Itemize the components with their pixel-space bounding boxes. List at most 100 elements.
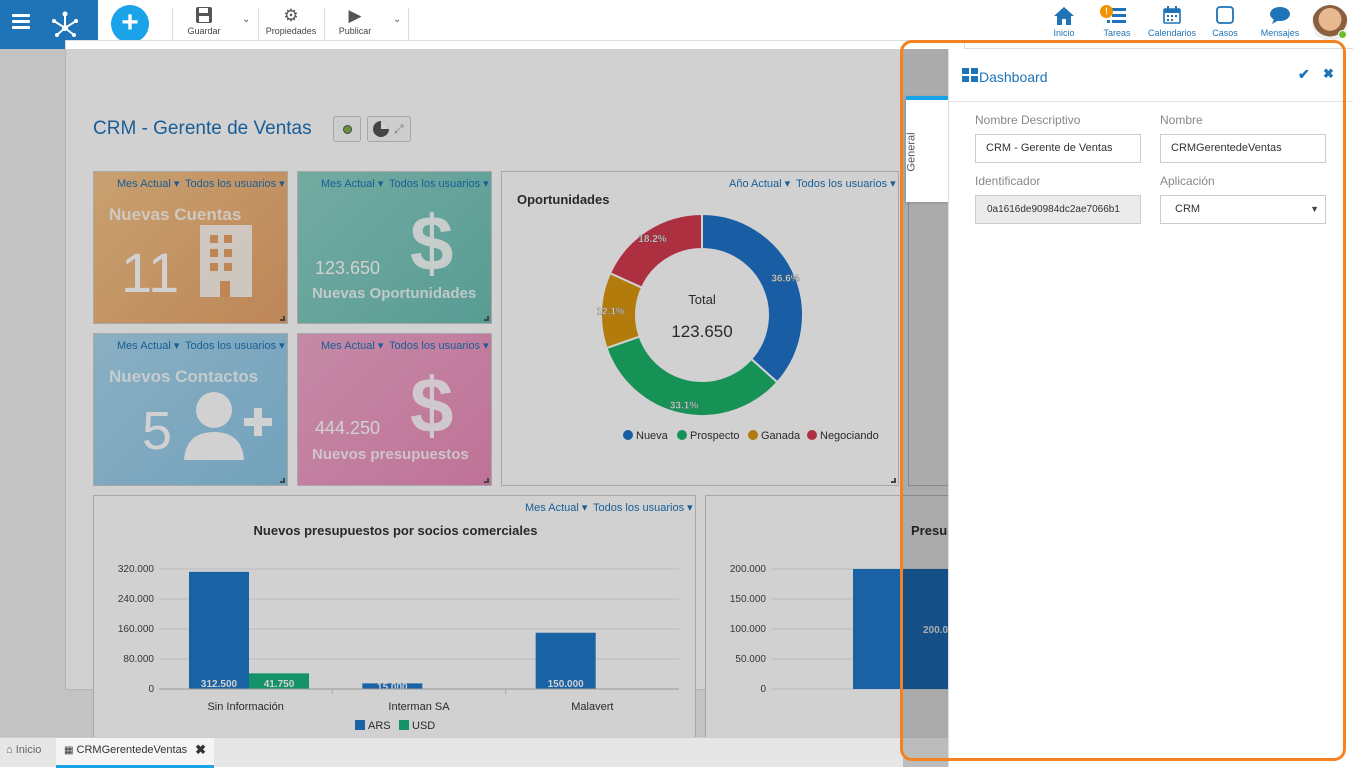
year-filter[interactable]: Año Actual ▾ (729, 178, 791, 190)
widget-opportunities-chart[interactable]: Año Actual ▾ Todos los usuarios ▾ Oportu… (501, 171, 899, 486)
resize-handle[interactable] (484, 478, 489, 483)
id-label: Identificador (975, 174, 1041, 188)
users-filter[interactable]: Todos los usuarios ▾ (389, 340, 489, 352)
toolbar-divider (324, 8, 325, 40)
month-filter[interactable]: Mes Actual ▾ (525, 502, 588, 514)
widget-value: 5 (142, 401, 173, 461)
caret-down-icon: ▼ (1310, 204, 1319, 214)
chart-title: Presu (911, 523, 948, 538)
month-filter[interactable]: Mes Actual ▾ (117, 178, 180, 190)
nav-messages[interactable]: Mensajes (1257, 6, 1303, 38)
bar-label: 200.0 (923, 625, 948, 636)
donut-center-value: 123.650 (671, 322, 732, 341)
desc-field[interactable]: CRM - Gerente de Ventas (975, 134, 1141, 163)
building-icon (200, 225, 252, 297)
bar-label: 150.000 (548, 679, 585, 690)
users-filter[interactable]: Todos los usuarios ▾ (185, 340, 285, 352)
month-filter[interactable]: Mes Actual ▾ (321, 340, 384, 352)
widget-label: Nuevos presupuestos (312, 446, 469, 463)
save-label: Guardar (187, 26, 221, 36)
users-filter[interactable]: Todos los usuarios ▾ (185, 178, 285, 190)
desc-label: Nombre Descriptivo (975, 113, 1081, 127)
legend-swatch (399, 720, 409, 730)
donut-center-label: Total (688, 292, 716, 307)
widget-label: Nuevas Oportunidades (312, 285, 477, 302)
slice-label: 33.1% (670, 401, 698, 412)
users-filter-label: Todos los usuarios (185, 178, 277, 190)
properties-label: Propiedades (265, 26, 317, 36)
properties-button[interactable]: ⚙ Propiedades (262, 6, 320, 36)
panel-divider (949, 101, 1353, 102)
widget-new-accounts[interactable]: Mes Actual ▾ Todos los usuarios ▾ Nuevas… (93, 171, 288, 324)
close-icon[interactable]: ✖ (1323, 66, 1334, 81)
nav-calendars[interactable]: Calendarios (1145, 6, 1199, 38)
resize-handle[interactable] (484, 316, 489, 321)
tab-general[interactable]: General (906, 96, 948, 202)
month-filter[interactable]: Mes Actual ▾ (321, 178, 384, 190)
publish-button[interactable]: ▶ Publicar (334, 6, 376, 36)
add-button[interactable]: + (111, 5, 149, 43)
calendar-icon (1145, 6, 1199, 28)
y-tick-label: 150.000 (730, 594, 767, 605)
bar-label: 41.750 (264, 679, 295, 690)
check-icon[interactable]: ✔ (1298, 66, 1310, 82)
nav-tasks-label: Tareas (1103, 28, 1131, 38)
widget-new-opportunities[interactable]: Mes Actual ▾ Todos los usuarios ▾ $ 123.… (297, 171, 492, 324)
widget-new-quotes[interactable]: Mes Actual ▾ Todos los usuarios ▾ $ 444.… (297, 333, 492, 486)
legend-label: Prospecto (690, 430, 740, 442)
resize-handle[interactable] (280, 478, 285, 483)
tab-home-label: Inicio (15, 744, 42, 756)
users-filter-label: Todos los usuarios (389, 178, 481, 190)
legend-swatch (807, 430, 817, 440)
users-filter-label: Todos los usuarios (593, 502, 685, 514)
bar-chart: 320.000 240.000 160.000 80.000 0 Sin Informac… (118, 564, 679, 732)
resize-handle[interactable] (891, 478, 896, 483)
donut-slice (608, 212, 703, 289)
bar-label: 15.000 (377, 682, 408, 693)
donut-slice (701, 212, 804, 384)
status-button[interactable] (333, 116, 361, 142)
tab-home[interactable]: ⌂ Inicio (6, 738, 41, 768)
grid-icon: ▦ (64, 745, 74, 756)
dashboard-title: CRM - Gerente de Ventas (93, 118, 312, 139)
month-filter-label: Mes Actual (321, 178, 375, 190)
chat-bubble-icon (1257, 6, 1303, 28)
users-filter[interactable]: Todos los usuarios ▾ (796, 178, 896, 190)
legend-label: Nueva (636, 430, 669, 442)
expand-icon: ⤢ (394, 122, 404, 136)
chart-type-button[interactable]: ⤢ (367, 116, 411, 142)
y-tick-label: 240.000 (118, 594, 155, 605)
widget-title: Nuevos Contactos (109, 367, 259, 386)
toolbar-divider (408, 8, 409, 40)
users-filter[interactable]: Todos los usuarios ▾ (593, 502, 693, 514)
widget-new-contacts[interactable]: Mes Actual ▾ Todos los usuarios ▾ Nuevos… (93, 333, 288, 486)
dollar-icon: $ (410, 361, 454, 449)
save-button[interactable]: Guardar (184, 6, 224, 36)
tab-dashboard[interactable]: ▦ CRMGerentedeVentas ✖ (56, 738, 214, 768)
month-filter-label: Mes Actual (321, 340, 375, 352)
nav-home[interactable]: Inicio (1048, 6, 1080, 38)
name-field[interactable]: CRMGerentedeVentas (1160, 134, 1326, 163)
resize-handle[interactable] (280, 316, 285, 321)
add-user-icon (184, 392, 272, 460)
legend-swatch (748, 430, 758, 440)
month-filter[interactable]: Mes Actual ▾ (117, 340, 180, 352)
menu-icon[interactable] (12, 14, 30, 29)
donut-chart: 36.6% 33.1% 12.1% 18.2% Total 123.650 Nueva Pro… (596, 212, 879, 442)
chart-title: Nuevos presupuestos por socios comercial… (253, 523, 538, 538)
chevron-down-icon[interactable]: ⌄ (242, 14, 251, 25)
users-filter[interactable]: Todos los usuarios ▾ (389, 178, 489, 190)
widget-value: 11 (121, 241, 180, 304)
app-select[interactable]: CRM ▼ (1160, 195, 1326, 224)
logo-icon[interactable] (50, 8, 80, 38)
cases-icon (1210, 6, 1240, 28)
y-tick-label: 50.000 (735, 654, 766, 665)
nav-calendars-label: Calendarios (1147, 28, 1197, 38)
close-icon[interactable]: ✖ (195, 742, 206, 757)
widget-quotes-by-partner[interactable]: Mes Actual ▾ Todos los usuarios ▾ Nuevos… (93, 495, 696, 745)
nav-cases[interactable]: Casos (1210, 6, 1240, 38)
publish-label: Publicar (338, 26, 372, 36)
x-tick-label: Sin Información (207, 701, 283, 713)
slice-label: 12.1% (596, 307, 624, 318)
chevron-down-icon[interactable]: ⌄ (393, 14, 402, 25)
